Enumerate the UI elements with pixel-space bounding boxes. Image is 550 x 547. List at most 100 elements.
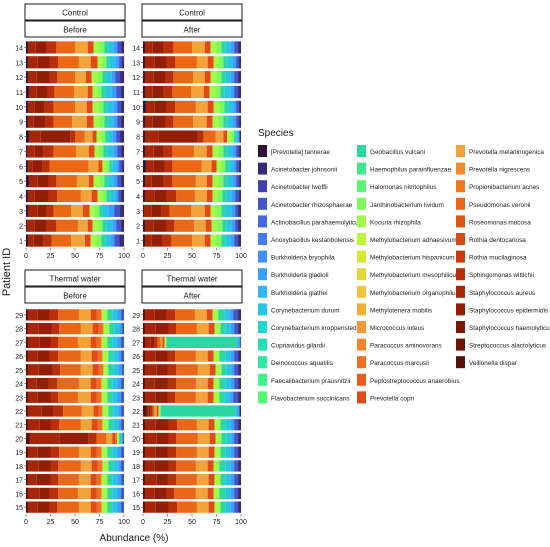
bar-segment: [168, 419, 178, 431]
bar-segment: [197, 130, 204, 143]
bar-segment: [113, 405, 119, 417]
legend-entry-label: Acinetobacter lwoffii: [271, 184, 328, 191]
bar-segment: [224, 85, 231, 99]
bar-segment: [157, 336, 161, 348]
bar-segment: [195, 391, 208, 403]
bar-segment: [43, 145, 54, 158]
bar-segment: [156, 405, 159, 417]
bar-segment: [112, 446, 118, 458]
bar-segment: [120, 204, 124, 217]
legend-swatch: [357, 197, 366, 210]
bar-segment: [122, 432, 124, 445]
bar-segment: [116, 85, 122, 99]
bar-segment: [163, 85, 173, 99]
bar-segment: [174, 219, 194, 232]
bar-segment: [230, 419, 235, 431]
bar-segment: [26, 322, 28, 335]
legend-swatch: [456, 215, 465, 228]
bar-segment: [233, 160, 237, 173]
bar-segment: [143, 56, 145, 69]
bar-segment: [39, 487, 50, 500]
bar-segment: [231, 432, 235, 445]
bar-segment: [214, 419, 221, 431]
patient-tick-label: 3: [19, 209, 23, 216]
bar-segment: [234, 350, 239, 362]
bar-segment: [106, 432, 113, 445]
bar-segment: [118, 405, 122, 417]
legend-entry-label: Streptococcus alactolyticus: [469, 343, 546, 350]
legend-entry-label: Staphylococcus aureus: [469, 290, 535, 297]
bar-segment: [76, 175, 89, 188]
bar-segment: [114, 204, 121, 217]
bar-segment: [108, 405, 114, 417]
bar-segment: [26, 336, 28, 348]
bar-segment: [143, 115, 145, 128]
x-tick-label: 50: [188, 253, 196, 260]
bar-segment: [56, 175, 77, 188]
bar-segment: [216, 160, 222, 173]
strip-timepoint-label: After: [184, 292, 201, 301]
bar-segment: [26, 41, 28, 54]
bar-segment: [112, 377, 118, 390]
bar-segment: [111, 85, 117, 99]
bar-segment: [233, 309, 239, 321]
bar-segment: [97, 189, 103, 203]
bar-segment: [234, 377, 239, 390]
bar-segment: [172, 85, 192, 99]
patient-tick-label: 20: [15, 436, 23, 443]
bar-segment: [27, 364, 39, 376]
bar-segment: [207, 350, 214, 362]
bar-segment: [117, 487, 122, 500]
bar-segment: [163, 175, 173, 188]
bar-segment: [90, 446, 97, 458]
bar-segment: [26, 204, 28, 217]
bar-segment: [238, 391, 241, 403]
bar-segment: [103, 322, 110, 335]
bar-segment: [193, 145, 207, 158]
bar-segment: [106, 189, 111, 203]
bar-segment: [221, 432, 227, 445]
bar-segment: [219, 350, 226, 362]
legend-swatch: [258, 197, 267, 210]
bar-segment: [35, 41, 47, 54]
bar-segment: [191, 204, 205, 217]
bar-segment: [195, 487, 208, 500]
bar-segment: [233, 391, 239, 403]
bar-segment: [53, 115, 73, 128]
bar-segment: [168, 432, 177, 445]
bar-segment: [57, 189, 81, 203]
bar-segment: [107, 474, 113, 486]
bar-segment: [88, 432, 97, 445]
bar-segment: [223, 56, 228, 69]
bar-segment: [27, 460, 39, 472]
legend-swatch: [357, 145, 366, 157]
bar-segment: [143, 446, 145, 458]
bar-segment: [175, 309, 195, 321]
legend-swatch: [258, 338, 267, 351]
bar-segment: [26, 56, 28, 69]
bar-segment: [235, 204, 239, 217]
bar-segment: [97, 85, 102, 99]
legend-swatch: [258, 162, 267, 175]
bar-segment: [234, 432, 239, 445]
bar-segment: [154, 405, 157, 417]
bar-segment: [203, 85, 210, 99]
bar-segment: [152, 115, 166, 128]
bar-segment: [144, 145, 154, 158]
bar-segment: [154, 100, 167, 113]
bar-segment: [82, 204, 90, 217]
bar-segment: [94, 204, 100, 217]
patient-tick-label: 11: [16, 90, 23, 97]
bar-segment: [143, 160, 146, 173]
bar-segment: [176, 474, 197, 486]
x-tick-label: 75: [213, 519, 221, 526]
bar-segment: [154, 309, 167, 321]
bar-segment: [233, 100, 237, 113]
bar-segment: [47, 85, 55, 99]
bar-segment: [77, 219, 88, 232]
bar-segment: [176, 432, 198, 445]
bar-segment: [48, 175, 57, 188]
bar-segment: [230, 350, 235, 362]
bar-segment: [144, 219, 154, 232]
bar-segment: [145, 160, 154, 173]
